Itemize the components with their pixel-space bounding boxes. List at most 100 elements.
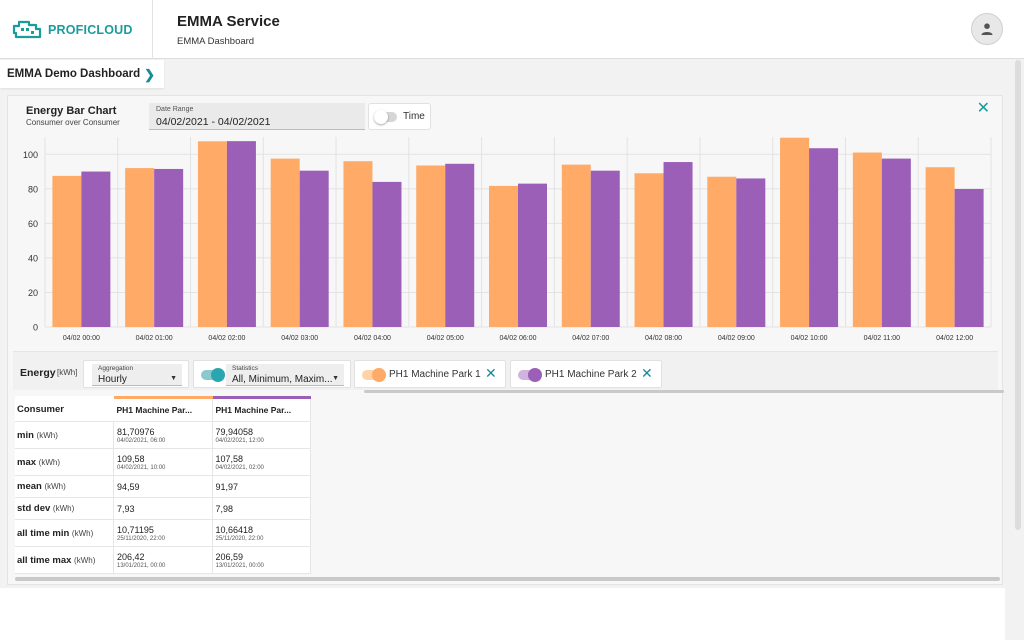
date-range-label: Date Range — [156, 106, 194, 113]
bar-1 — [852, 152, 882, 327]
aggregation-label: Aggregation — [98, 365, 134, 372]
row-label: max — [17, 456, 37, 468]
bar-1 — [270, 158, 300, 327]
cell-timestamp: 04/02/2021, 06:00 — [117, 437, 166, 444]
bar-1 — [561, 164, 591, 327]
horizontal-scrollbar[interactable] — [364, 390, 1004, 393]
series1-switch[interactable] — [362, 368, 386, 382]
bar-2 — [881, 158, 911, 327]
x-tick-label: 04/02 12:00 — [936, 335, 973, 342]
bar-2 — [518, 183, 547, 327]
consumer-header: Consumer — [15, 397, 114, 422]
energy-unit: [kWh] — [57, 368, 78, 377]
cell-timestamp: 13/01/2021, 00:00 — [215, 562, 264, 569]
energy-chart-card: Energy Bar Chart Consumer over Consumer … — [7, 95, 1004, 585]
series2-column-header: PH1 Machine Par... — [212, 396, 311, 422]
series2-switch[interactable] — [518, 368, 542, 382]
statistics-value: All, Minimum, Maxim... — [232, 374, 333, 385]
bar-2 — [809, 148, 839, 327]
series-chip-1: PH1 Machine Park 1 ✕ — [354, 360, 506, 388]
cell-value: 81,70976 — [117, 426, 155, 437]
series1-name: PH1 Machine Park 1 — [389, 369, 481, 380]
date-range-field[interactable]: Date Range 04/02/2021 - 04/02/2021 — [149, 103, 365, 130]
series-chip-2: PH1 Machine Park 2 ✕ — [510, 360, 662, 388]
x-tick-label: 04/02 08:00 — [645, 335, 682, 342]
bar-2 — [372, 181, 402, 327]
close-icon[interactable]: ✕ — [641, 365, 653, 381]
dashboard-tab-label: EMMA Demo Dashboard — [7, 68, 141, 80]
app-title: EMMA Service — [177, 13, 280, 30]
x-tick-label: 04/02 09:00 — [718, 335, 755, 342]
bar-1 — [489, 185, 518, 327]
time-toggle[interactable]: Time — [368, 103, 431, 130]
statistics-switch[interactable] — [201, 368, 225, 382]
x-tick-label: 04/02 07:00 — [572, 335, 609, 342]
x-tick-label: 04/02 11:00 — [864, 335, 901, 342]
aggregation-select-box: Aggregation Hourly ▼ — [83, 360, 189, 388]
bar-2 — [663, 162, 693, 327]
table-horizontal-scrollbar[interactable] — [15, 577, 1000, 581]
proficloud-logo-icon — [12, 20, 42, 38]
bar-2 — [954, 188, 984, 327]
close-icon[interactable]: ✕ — [485, 365, 497, 381]
bar-2 — [445, 163, 475, 327]
brand-logo[interactable]: PROFICLOUD — [0, 0, 153, 59]
y-tick-label: 40 — [28, 253, 38, 263]
aggregation-select[interactable]: Aggregation Hourly ▼ — [92, 364, 182, 386]
statistics-label: Statistics — [232, 365, 259, 372]
x-tick-label: 04/02 02:00 — [208, 335, 245, 342]
app-subtitle: EMMA Dashboard — [177, 36, 255, 47]
statistics-select[interactable]: Statistics All, Minimum, Maxim... ▼ — [226, 364, 344, 386]
series1-column-header: PH1 Machine Par... — [113, 396, 213, 422]
bar-1 — [343, 161, 373, 327]
cell-value: 94,59 — [117, 481, 140, 492]
date-range-value: 04/02/2021 - 04/02/2021 — [156, 116, 271, 128]
cell-value: 107,58 — [215, 453, 244, 464]
x-tick-label: 04/02 01:00 — [136, 335, 173, 342]
bar-1 — [52, 175, 82, 327]
bar-1 — [780, 137, 810, 327]
chart-title: Energy Bar Chart — [26, 105, 117, 117]
dashboard-tab[interactable]: EMMA Demo Dashboard ❯ — [0, 60, 164, 88]
table-row: max (kWh) 109,58 04/02/2021, 10:00 107,58… — [15, 448, 311, 476]
time-switch[interactable] — [374, 109, 397, 124]
x-tick-label: 04/02 03:00 — [281, 335, 318, 342]
row-unit: (kWh) — [74, 555, 96, 565]
bar-1 — [416, 165, 446, 327]
cell-value: 109,58 — [117, 453, 145, 464]
y-tick-label: 80 — [28, 184, 38, 194]
row-label: min — [17, 429, 34, 441]
table-row: min (kWh) 81,70976 04/02/2021, 06:00 79,9… — [15, 421, 311, 449]
cell-timestamp: 04/02/2021, 02:00 — [215, 464, 264, 471]
caret-down-icon: ▼ — [170, 375, 177, 382]
y-tick-label: 60 — [28, 219, 38, 229]
bar-1 — [125, 168, 155, 327]
row-unit: (kWh) — [71, 528, 94, 538]
row-unit: (kWh) — [44, 482, 66, 491]
page-vertical-scrollbar[interactable] — [1015, 60, 1021, 530]
bar-1 — [197, 141, 227, 327]
cell-value: 10,66418 — [215, 524, 254, 535]
chart-subtitle: Consumer over Consumer — [26, 118, 120, 127]
page-footer-area — [0, 588, 1005, 640]
cell-value: 79,94058 — [215, 426, 254, 437]
row-label: std dev — [17, 503, 51, 514]
bar-2 — [736, 178, 766, 327]
table-row: all time max (kWh) 206,42 13/01/2021, 00:… — [15, 546, 311, 574]
user-avatar-button[interactable] — [971, 13, 1003, 45]
chevron-right-icon[interactable]: ❯ — [144, 67, 155, 82]
row-label: mean — [17, 481, 42, 492]
row-label: all time min — [17, 527, 70, 539]
row-unit: (kWh) — [38, 457, 60, 467]
caret-down-icon: ▼ — [332, 375, 339, 382]
statistics-select-box: Statistics All, Minimum, Maxim... ▼ — [193, 360, 351, 388]
bar-2 — [590, 170, 620, 327]
cell-timestamp: 25/11/2020, 22:00 — [117, 535, 165, 542]
bar-2 — [81, 171, 111, 327]
energy-bar-chart: 0 20 40 60 80 100 04/02 00:00 04/02 01:00 04/02 … — [23, 137, 992, 342]
close-icon[interactable]: ✕ — [976, 100, 990, 117]
table-row: all time min (kWh) 10,71195 25/11/2020, 2… — [15, 519, 311, 547]
y-tick-label: 100 — [23, 150, 38, 160]
cell-value: 10,71195 — [117, 524, 154, 535]
time-toggle-label: Time — [403, 111, 425, 122]
